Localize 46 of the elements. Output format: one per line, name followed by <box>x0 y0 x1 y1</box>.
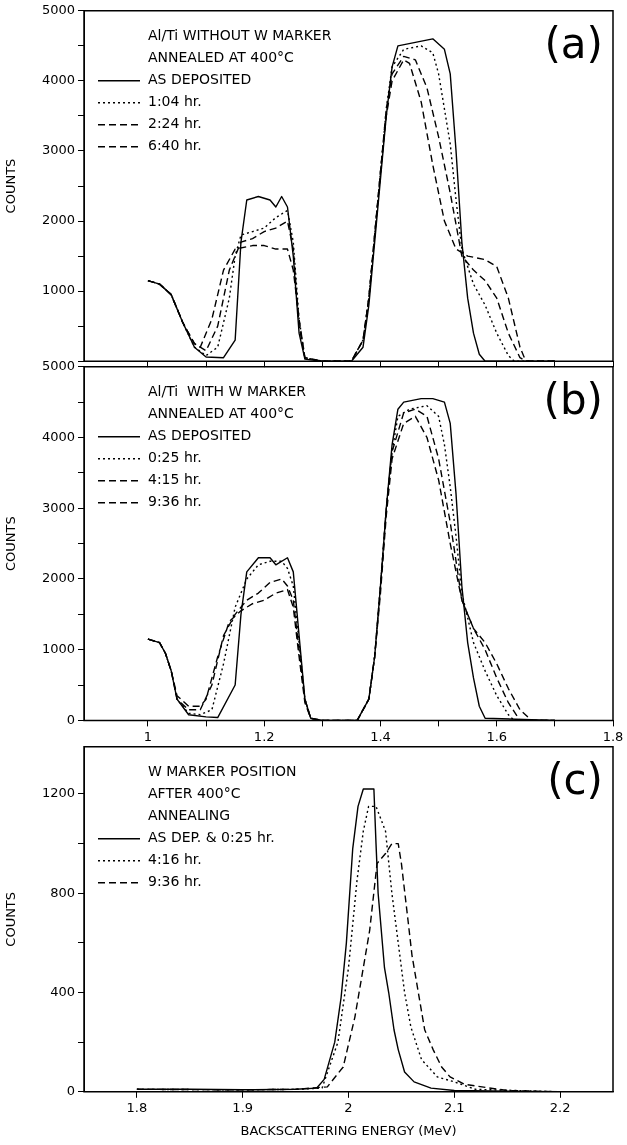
legend-label: 9:36 hr. <box>148 493 202 510</box>
x-tick-label: 2.1 <box>443 1099 465 1115</box>
y-axis-title: COUNTS <box>3 158 19 214</box>
y-tick-label: 400 <box>50 983 75 999</box>
y-tick-label: 0 <box>66 1083 75 1099</box>
y-tick-label: 3000 <box>41 499 75 515</box>
legend-label: 2:24 hr. <box>148 115 202 132</box>
x-tick-label: 1.2 <box>253 728 275 744</box>
x-tick-label: 2.2 <box>549 1099 571 1115</box>
y-axis-title: COUNTS <box>3 516 19 571</box>
legend-label: 0:25 hr. <box>148 449 202 466</box>
legend-label: AS DEP. & 0:25 hr. <box>148 829 275 846</box>
legend-title: Al/Ti WITHOUT W MARKER ANNEALED AT 400°C <box>148 27 332 66</box>
y-tick-label: 4000 <box>41 428 75 444</box>
y-tick-label: 4000 <box>41 72 75 88</box>
legend-label: 9:36 hr. <box>148 873 202 890</box>
legend-label: AS DEPOSITED <box>148 427 252 444</box>
y-axis-title: COUNTS <box>3 891 19 947</box>
legend-label: 4:16 hr. <box>148 851 202 868</box>
legend-label: 1:04 hr. <box>148 93 202 110</box>
y-tick-label: 2000 <box>41 570 75 586</box>
annotation: (c) <box>547 754 603 804</box>
legend-title: Al/Ti WITH W MARKER ANNEALED AT 400°C <box>148 383 307 422</box>
y-tick-label: 0 <box>66 711 75 727</box>
annotation: (a) <box>544 18 603 68</box>
legend-label: AS DEPOSITED <box>148 71 252 88</box>
x-axis-title: BACKSCATTERING ENERGY (MeV) <box>240 1122 457 1138</box>
legend-label: 4:15 hr. <box>148 471 202 488</box>
x-tick-label: 1.6 <box>486 728 508 744</box>
x-tick-label: 1.8 <box>126 1099 148 1115</box>
x-tick-label: 1.8 <box>602 728 624 744</box>
y-tick-label: 2000 <box>41 212 75 228</box>
y-tick-label: 5000 <box>41 358 75 374</box>
y-tick-label: 3000 <box>41 142 75 158</box>
y-tick-label: 5000 <box>41 2 75 18</box>
y-tick-label: 1000 <box>41 282 75 298</box>
annotation: (b) <box>543 374 603 424</box>
x-tick-label: 1.4 <box>370 728 391 744</box>
y-tick-label: 1000 <box>41 641 75 657</box>
x-tick-label: 1.9 <box>232 1099 254 1115</box>
y-tick-label: 1200 <box>41 785 75 801</box>
legend-title: W MARKER POSITION AFTER 400°C ANNEALING <box>148 763 297 824</box>
x-tick-label: 2 <box>344 1099 353 1115</box>
y-tick-label: 800 <box>50 884 75 900</box>
legend-label: 6:40 hr. <box>148 137 202 154</box>
x-tick-label: 1 <box>143 728 153 744</box>
